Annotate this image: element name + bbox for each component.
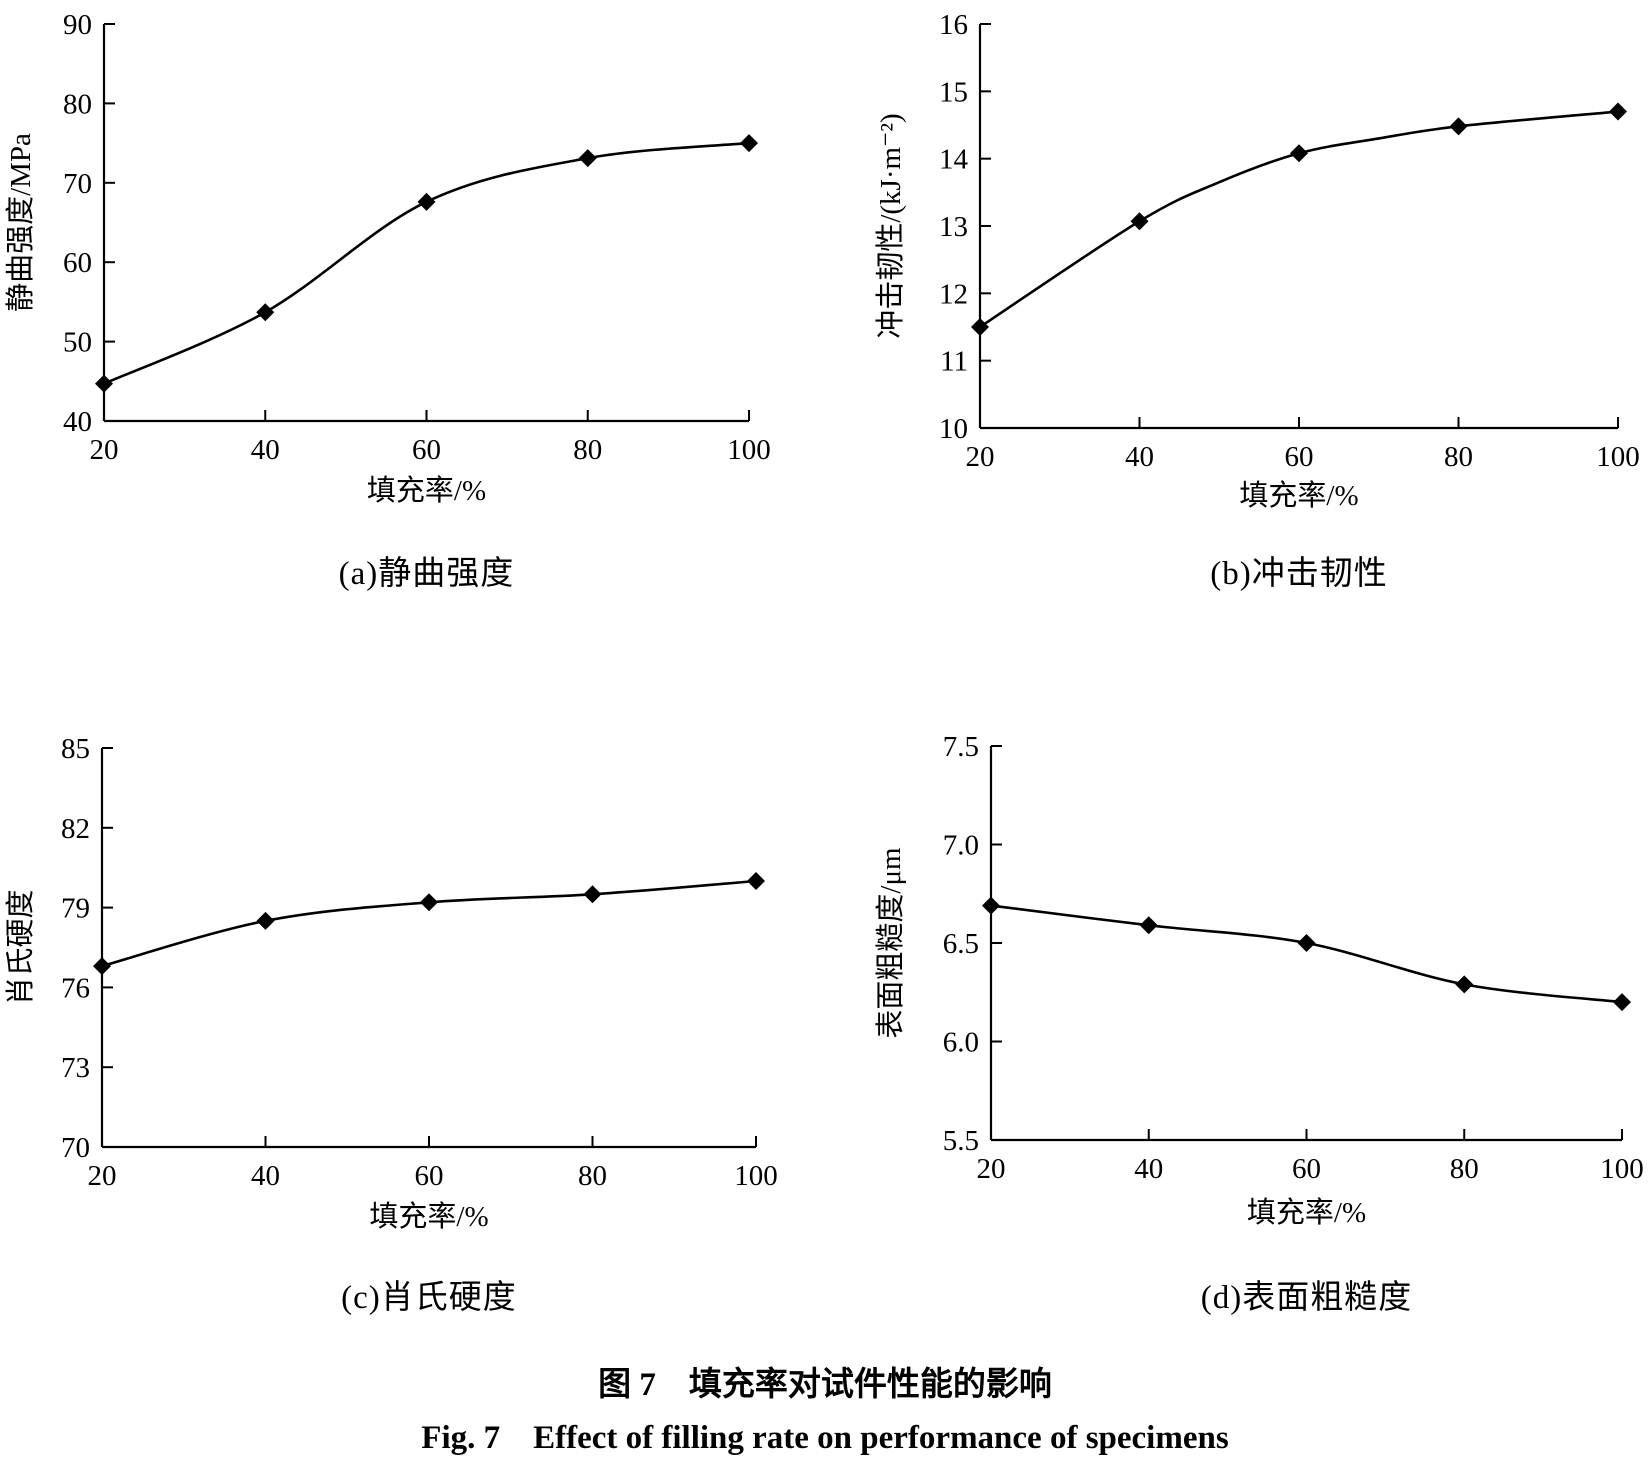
x-tick-label: 80 xyxy=(573,434,602,466)
panel-caption: (b)冲击韧性 xyxy=(1210,555,1387,592)
data-point-marker xyxy=(1130,212,1149,231)
data-point-marker xyxy=(1139,916,1158,935)
y-tick-label: 13 xyxy=(939,211,968,243)
data-point-marker xyxy=(417,192,436,211)
x-tick-label: 20 xyxy=(90,434,119,466)
data-point-marker xyxy=(583,885,602,904)
x-tick-label: 100 xyxy=(727,434,771,466)
y-tick-label: 7.5 xyxy=(943,731,979,763)
x-tick-label: 40 xyxy=(251,1160,280,1192)
y-tick-label: 7.0 xyxy=(943,830,979,862)
x-tick-label: 40 xyxy=(1134,1153,1163,1185)
data-point-marker xyxy=(1609,102,1627,121)
x-tick-label: 40 xyxy=(251,434,280,466)
panel-caption: (a)静曲强度 xyxy=(339,555,515,592)
y-tick-label: 16 xyxy=(939,9,968,41)
y-axis-label: 静曲强度/MPa xyxy=(4,133,37,312)
x-axis-label: 填充率/% xyxy=(1247,1196,1366,1229)
y-tick-label: 6.0 xyxy=(943,1027,979,1059)
y-tick-label: 14 xyxy=(939,144,969,176)
panel-caption: (d)表面粗糙度 xyxy=(1201,1279,1412,1316)
x-tick-label: 20 xyxy=(88,1160,117,1192)
y-tick-label: 90 xyxy=(63,9,92,41)
chart-panel-d: 5.5 6.0 6.5 7.0 7.5 20 40 60 80 100 填充率/% 表面粗糙度/μm (… xyxy=(874,731,1644,1316)
x-tick-label: 60 xyxy=(1292,1153,1321,1185)
y-tick-label: 79 xyxy=(61,893,90,925)
data-point-marker xyxy=(1455,975,1474,994)
data-point-marker xyxy=(256,303,275,322)
data-point-marker xyxy=(1290,144,1308,163)
x-axis-label: 填充率/% xyxy=(369,1200,488,1233)
x-tick-label: 80 xyxy=(1444,441,1473,473)
data-point-marker xyxy=(1297,934,1316,952)
data-point-marker xyxy=(747,872,765,890)
y-tick-label: 60 xyxy=(63,247,92,279)
y-tick-label: 80 xyxy=(63,88,92,120)
y-tick-label: 82 xyxy=(61,813,90,845)
y-tick-label: 76 xyxy=(61,972,90,1004)
y-tick-label: 15 xyxy=(939,76,968,108)
series-line xyxy=(103,141,750,385)
panel-caption: (c)肖氏硬度 xyxy=(341,1279,517,1316)
x-axis-label: 填充率/% xyxy=(1239,479,1358,512)
x-tick-label: 60 xyxy=(415,1160,444,1192)
x-tick-label: 20 xyxy=(966,441,995,473)
y-axis-label: 肖氏硬度 xyxy=(4,889,37,1005)
data-point-marker xyxy=(740,134,758,153)
y-tick-label: 70 xyxy=(61,1132,90,1164)
data-point-marker xyxy=(1449,117,1468,136)
y-tick-label: 10 xyxy=(939,413,968,445)
y-tick-label: 6.5 xyxy=(943,928,979,960)
x-tick-label: 40 xyxy=(1125,441,1154,473)
y-tick-label: 11 xyxy=(940,346,968,378)
series-line xyxy=(979,110,1619,329)
x-tick-label: 60 xyxy=(412,434,441,466)
data-point-marker xyxy=(1613,993,1631,1012)
chart-panel-c: 70 73 76 79 82 85 20 40 60 80 100 填充率/% 肖氏硬度 (c)肖氏硬度 xyxy=(4,733,778,1316)
y-tick-label: 85 xyxy=(61,733,90,765)
series-line xyxy=(990,904,1623,1004)
data-point-marker xyxy=(95,374,113,393)
x-axis-label: 填充率/% xyxy=(367,474,486,507)
y-tick-label: 40 xyxy=(63,406,92,438)
data-point-marker xyxy=(93,957,111,976)
x-tick-label: 20 xyxy=(977,1153,1006,1185)
data-point-marker xyxy=(578,149,597,168)
data-point-marker xyxy=(256,911,275,930)
x-tick-label: 100 xyxy=(1600,1153,1644,1185)
y-axis-label: 冲击韧性/(kJ·m⁻²) xyxy=(874,113,907,338)
y-tick-label: 50 xyxy=(63,327,92,359)
x-tick-label: 100 xyxy=(1596,441,1640,473)
y-tick-label: 5.5 xyxy=(943,1125,979,1157)
y-tick-label: 12 xyxy=(939,278,968,310)
data-point-marker xyxy=(971,318,989,336)
data-point-marker xyxy=(420,893,438,912)
figure-title-zh: 图 7 填充率对试件性能的影响 xyxy=(598,1366,1052,1403)
x-tick-label: 80 xyxy=(1450,1153,1479,1185)
data-point-marker xyxy=(982,896,1000,915)
y-tick-label: 73 xyxy=(61,1052,90,1084)
y-tick-label: 70 xyxy=(63,168,92,200)
chart-panel-b: 10 11 12 13 14 15 16 20 40 60 80 100 填充率/% 冲击韧性/(kJ·m… xyxy=(874,9,1640,592)
x-tick-label: 60 xyxy=(1285,441,1314,473)
y-axis-label: 表面粗糙度/μm xyxy=(874,847,907,1039)
x-tick-label: 80 xyxy=(578,1160,607,1192)
x-tick-label: 100 xyxy=(734,1160,778,1192)
figure-title-en: Fig. 7 Effect of filling rate on perform… xyxy=(421,1420,1229,1456)
